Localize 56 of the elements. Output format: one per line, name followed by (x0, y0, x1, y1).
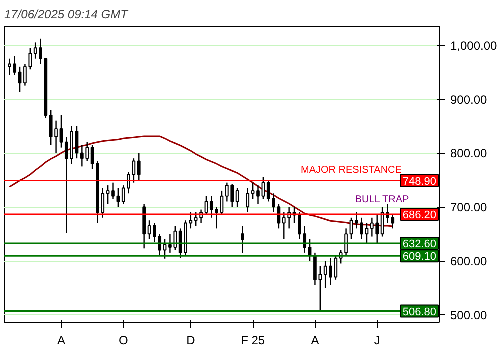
candlestick (90, 144, 94, 170)
ref-line-label: 506.80 (402, 306, 437, 318)
candlestick (334, 255, 338, 281)
x-tick-label: A (311, 334, 320, 348)
candlestick (112, 182, 115, 200)
x-tick-label: J (374, 334, 380, 348)
candlestick (24, 64, 27, 86)
candlestick (303, 225, 307, 254)
candlestick (34, 42, 38, 60)
y-tick-label: 600.00 (450, 254, 488, 269)
candlestick (262, 176, 266, 200)
candlestick (365, 222, 369, 244)
candlestick (350, 217, 354, 240)
candlestick (282, 212, 286, 240)
x-tick-label: D (186, 334, 196, 348)
x-tick-label: F 25 (241, 334, 266, 348)
ref-line-label: 748.90 (402, 176, 437, 188)
y-tick-label: 500.00 (450, 308, 488, 322)
y-tick-label: 700.00 (450, 200, 488, 215)
y-tick-label: 800.00 (450, 146, 488, 161)
y-tick-label: 900.00 (450, 92, 488, 107)
candlestick (298, 212, 302, 240)
candlestick (256, 184, 260, 206)
candlestick (132, 158, 136, 184)
candlestick (28, 47, 32, 70)
ref-line-label: 686.20 (402, 210, 437, 222)
candlestick (220, 190, 224, 216)
candlestick (60, 114, 64, 148)
candlestick (194, 212, 198, 227)
candlestick (246, 188, 250, 214)
chart-title: 17/06/2025 09:14 GMT (4, 8, 130, 22)
candlestick (148, 220, 152, 240)
candlestick (324, 260, 328, 289)
annotation: BULL TRAP (355, 194, 410, 206)
candlestick (251, 182, 255, 200)
x-tick-label: A (57, 334, 66, 348)
candlestick (137, 152, 141, 181)
candlestick (18, 66, 22, 93)
candlestick (236, 188, 240, 208)
candlestick (344, 228, 348, 256)
candlestick (329, 258, 332, 286)
candlestick (204, 196, 208, 216)
candlestick (163, 238, 167, 260)
candlestick (272, 193, 276, 214)
candlestick (106, 184, 110, 206)
y-tick-label: 1,000.00 (450, 38, 498, 53)
candlestick (75, 126, 79, 160)
candlestick (266, 180, 270, 202)
candlestick (39, 38, 42, 65)
candlestick (391, 214, 395, 230)
x-tick-label: O (118, 334, 128, 348)
ref-line-label: 632.60 (402, 238, 437, 250)
candlestick (189, 212, 193, 230)
ref-line-label: 609.10 (402, 251, 437, 264)
annotation: MAJOR RESISTANCE (300, 164, 402, 176)
candlestick (241, 225, 244, 254)
